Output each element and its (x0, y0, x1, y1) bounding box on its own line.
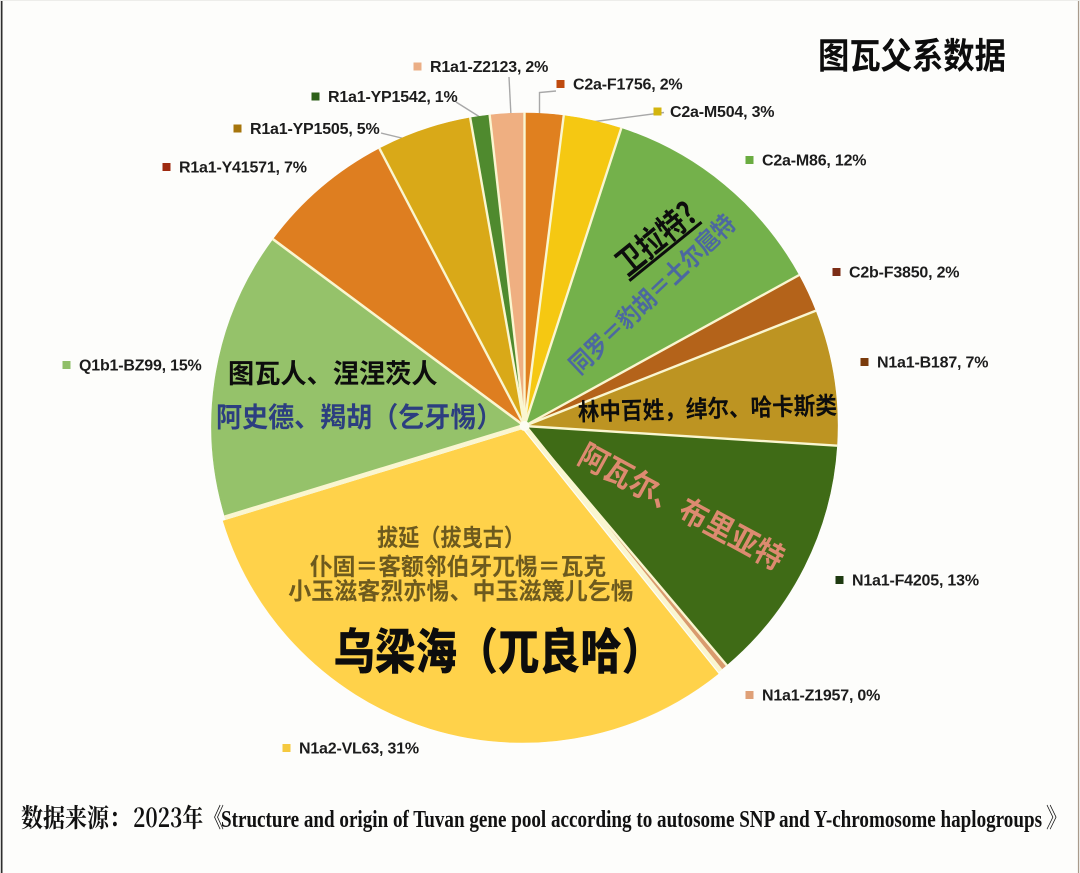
svg-text:N1a1-Z1957, 0%: N1a1-Z1957, 0% (762, 688, 880, 705)
svg-text:Q1b1-BZ99, 15%: Q1b1-BZ99, 15% (79, 358, 202, 375)
svg-text:Structure and origin of Tuvan: Structure and origin of Tuvan gene pool … (221, 806, 1042, 833)
svg-text:N1a1-B187, 7%: N1a1-B187, 7% (877, 355, 988, 372)
svg-text:C2a-M504, 3%: C2a-M504, 3% (670, 104, 774, 121)
svg-text:C2a-M86, 12%: C2a-M86, 12% (762, 153, 866, 170)
svg-text:R1a1-Z2123, 2%: R1a1-Z2123, 2% (430, 59, 548, 76)
svg-text:C2a-F1756, 2%: C2a-F1756, 2% (573, 77, 682, 94)
svg-text:C2b-F3850, 2%: C2b-F3850, 2% (849, 265, 959, 282)
svg-text:N1a1-F4205, 13%: N1a1-F4205, 13% (852, 573, 979, 590)
svg-text:N1a2-VL63, 31%: N1a2-VL63, 31% (299, 741, 419, 758)
svg-text:R1a1-YP1505, 5%: R1a1-YP1505, 5% (250, 121, 380, 138)
svg-text:R1a1-Y41571, 7%: R1a1-Y41571, 7% (179, 160, 307, 177)
svg-text:R1a1-YP1542, 1%: R1a1-YP1542, 1% (328, 89, 458, 106)
